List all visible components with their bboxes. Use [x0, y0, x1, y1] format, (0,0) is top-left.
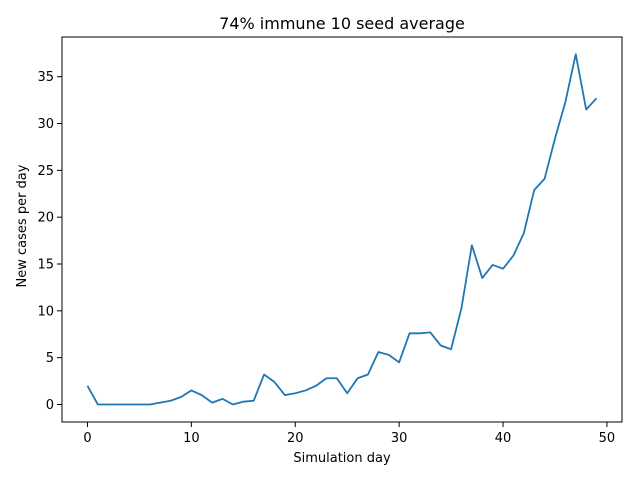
y-tick-label: 10 [37, 304, 54, 319]
data-point [357, 377, 359, 379]
data-point [315, 385, 317, 387]
data-point [305, 389, 307, 391]
data-point [170, 400, 172, 402]
data-point [419, 332, 421, 334]
data-point [118, 403, 120, 405]
data-point [377, 351, 379, 353]
data-point [138, 403, 140, 405]
data-point [86, 385, 88, 387]
data-point [97, 403, 99, 405]
data-point [523, 232, 525, 234]
data-point [492, 264, 494, 266]
data-point [128, 403, 130, 405]
data-point [222, 398, 224, 400]
data-point [149, 403, 151, 405]
plot-area [86, 53, 598, 406]
x-tick-label: 30 [391, 431, 408, 446]
y-tick-label: 25 [37, 164, 54, 179]
data-point [596, 97, 598, 99]
axis-ticks: 0 10 20 30 40 50 0 5 10 15 20 25 30 35 [37, 70, 615, 446]
y-tick-label: 35 [37, 70, 54, 85]
data-point [440, 344, 442, 346]
data-point [284, 394, 286, 396]
data-point [273, 381, 275, 383]
y-tick-label: 5 [46, 351, 54, 366]
data-point [211, 402, 213, 404]
y-tick-label: 20 [37, 211, 54, 226]
data-point [294, 392, 296, 394]
data-point [564, 101, 566, 103]
data-point [481, 277, 483, 279]
x-tick-label: 20 [287, 431, 304, 446]
data-point [325, 377, 327, 379]
data-point [242, 401, 244, 403]
x-tick-label: 50 [599, 431, 616, 446]
data-point [367, 374, 369, 376]
y-tick-label: 15 [37, 258, 54, 273]
data-point [533, 189, 535, 191]
chart-title: 74% immune 10 seed average [219, 14, 465, 33]
data-point [180, 396, 182, 398]
data-point [107, 403, 109, 405]
data-point [544, 178, 546, 180]
data-point [398, 361, 400, 363]
data-point [232, 403, 234, 405]
data-point [575, 53, 577, 55]
data-point [471, 244, 473, 246]
data-point [263, 374, 265, 376]
data-point [460, 307, 462, 309]
data-point [346, 392, 348, 394]
x-axis-label: Simulation day [293, 451, 391, 466]
x-tick-label: 40 [495, 431, 512, 446]
data-point [336, 377, 338, 379]
y-tick-label: 30 [37, 117, 54, 132]
axes-frame [61, 36, 623, 423]
data-point [190, 389, 192, 391]
x-tick-label: 0 [83, 431, 91, 446]
data-point [388, 354, 390, 356]
x-tick-label: 10 [183, 431, 200, 446]
data-point [253, 400, 255, 402]
data-point [450, 348, 452, 350]
y-tick-label: 0 [46, 398, 54, 413]
series-line-0 [86, 53, 598, 406]
data-point [585, 108, 587, 110]
data-point [409, 332, 411, 334]
data-point [502, 268, 504, 270]
data-point [201, 394, 203, 396]
data-point [512, 255, 514, 257]
y-axis-label: New cases per day [15, 164, 30, 287]
data-point [554, 138, 556, 140]
data-point [159, 402, 161, 404]
data-point [429, 331, 431, 333]
